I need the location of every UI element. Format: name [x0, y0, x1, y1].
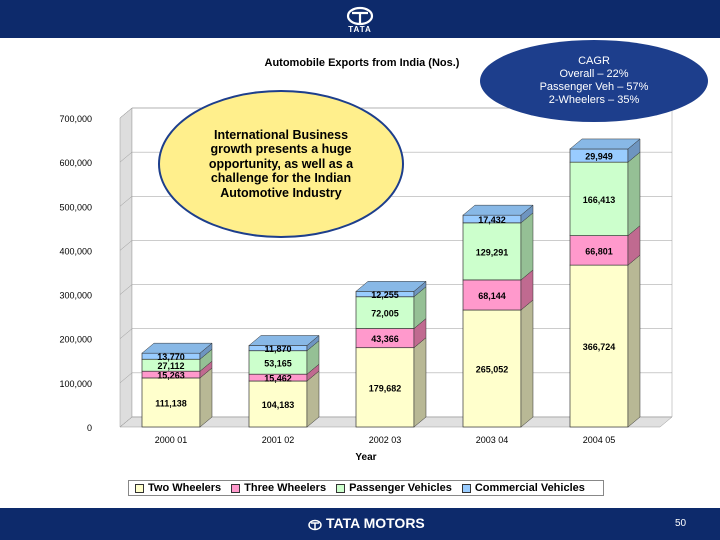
x-axis-label: Year	[355, 452, 376, 463]
y-tick-label: 200,000	[59, 335, 92, 345]
bar-side-two-wheelers	[627, 254, 641, 428]
callout-text: International Business growth presents a…	[208, 127, 354, 200]
data-label: 179,682	[369, 383, 402, 393]
bar-side-passenger-vehicles	[520, 212, 534, 281]
data-label: 129,291	[476, 247, 509, 257]
bar-two-wheelers	[462, 309, 522, 428]
legend-item-two-wheelers: Two Wheelers	[135, 482, 221, 494]
cagr-two-wheelers: 2-Wheelers – 35%	[548, 94, 640, 106]
gridline-diag	[119, 151, 133, 163]
data-label: 11,870	[264, 344, 291, 354]
legend-swatch	[336, 483, 346, 493]
bar-side-two-wheelers	[199, 367, 213, 428]
legend-label: Two Wheelers	[148, 482, 222, 494]
chart-title: Automobile Exports from India (Nos.)	[265, 57, 460, 69]
header-brand: TATA	[348, 25, 372, 34]
tata-logo-icon	[346, 6, 374, 26]
legend-swatch	[461, 483, 471, 493]
bar-side-two-wheelers	[520, 299, 534, 428]
bar-three-wheelers	[462, 279, 522, 311]
legend-swatch	[231, 483, 241, 493]
data-label: 104,183	[262, 400, 295, 410]
data-label: 72,005	[371, 309, 399, 319]
data-label: 29,949	[585, 152, 613, 162]
bar-two-wheelers	[355, 347, 415, 428]
data-label: 265,052	[476, 364, 509, 374]
x-tick-label: 2000 01	[155, 435, 188, 445]
bar-side-two-wheelers	[413, 337, 427, 428]
header-bar: TATA	[0, 0, 720, 38]
cagr-passenger: Passenger Veh – 57%	[539, 81, 649, 93]
legend-swatch	[135, 483, 144, 493]
data-label: 68,144	[478, 291, 506, 301]
bar-three-wheelers	[569, 235, 629, 266]
gridline-diag	[119, 107, 133, 119]
legend-label: Three Wheelers	[244, 482, 327, 494]
data-label: 53,165	[264, 358, 292, 368]
legend-label: Passenger Vehicles	[349, 482, 452, 494]
chart-legend: Two Wheelers Three Wheelers Passenger Ve…	[128, 480, 604, 496]
gridline-diag	[119, 372, 133, 384]
page-number: 50	[675, 518, 687, 529]
legend-item-passenger-vehicles: Passenger Vehicles	[336, 482, 452, 494]
bar-top-commercial-vehicles	[355, 281, 427, 292]
bar-top-commercial-vehicles	[141, 342, 213, 354]
y-tick-label: 100,000	[59, 379, 92, 389]
callout-bubble: International Business growth presents a…	[158, 90, 404, 238]
gridline-diag	[119, 240, 133, 251]
y-tick-label: 300,000	[59, 291, 92, 301]
y-tick-label: 500,000	[59, 202, 92, 212]
y-tick-label: 600,000	[59, 158, 92, 168]
data-label: 111,138	[155, 398, 187, 408]
x-tick-label: 2003 04	[476, 435, 509, 445]
gridline-diag	[119, 328, 133, 339]
data-label: 17,432	[478, 215, 506, 225]
legend-label: Commercial Vehicles	[474, 482, 585, 494]
data-label: 13,770	[157, 352, 185, 362]
data-label: 15,462	[264, 374, 292, 384]
bar-passenger-vehicles	[569, 161, 629, 236]
legend-item-three-wheelers: Three Wheelers	[231, 482, 326, 494]
x-tick-label: 2002 03	[369, 435, 402, 445]
data-label: 15,263	[157, 371, 185, 381]
data-label: 366,724	[583, 342, 616, 352]
data-label: 166,413	[583, 195, 616, 205]
gridline-diag	[119, 416, 133, 428]
footer-bar: TATA MOTORS 50	[0, 508, 720, 540]
bar-top-commercial-vehicles	[569, 138, 641, 150]
cagr-bubble: CAGR Overall – 22% Passenger Veh – 57% 2…	[480, 40, 708, 122]
bar-two-wheelers	[141, 377, 201, 428]
y-tick-label: 400,000	[59, 246, 92, 256]
y-tick-label: 700,000	[59, 114, 92, 124]
data-label: 27,112	[157, 361, 184, 371]
legend-item-commercial-vehicles: Commercial Vehicles	[461, 482, 585, 494]
bar-side-passenger-vehicles	[627, 151, 641, 237]
bar-top-commercial-vehicles	[462, 204, 534, 216]
left-wall	[119, 107, 133, 428]
y-tick-label: 0	[87, 423, 92, 433]
tata-motors-logo-icon	[308, 519, 322, 531]
cagr-overall: Overall – 22%	[559, 68, 629, 80]
data-label: 12,255	[371, 290, 399, 300]
data-label: 66,801	[585, 246, 613, 256]
bar-two-wheelers	[248, 380, 308, 428]
cagr-title: CAGR	[578, 55, 610, 67]
x-tick-label: 2004 05	[583, 435, 616, 445]
gridline-diag	[119, 196, 133, 207]
data-label: 43,366	[371, 334, 399, 344]
bar-top-commercial-vehicles	[248, 335, 320, 346]
footer-brand: TATA MOTORS	[326, 515, 425, 531]
gridline-diag	[119, 284, 133, 295]
x-tick-label: 2001 02	[262, 435, 295, 445]
